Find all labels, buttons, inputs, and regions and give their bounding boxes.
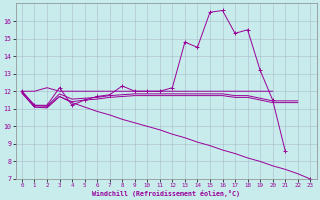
X-axis label: Windchill (Refroidissement éolien,°C): Windchill (Refroidissement éolien,°C): [92, 190, 240, 197]
